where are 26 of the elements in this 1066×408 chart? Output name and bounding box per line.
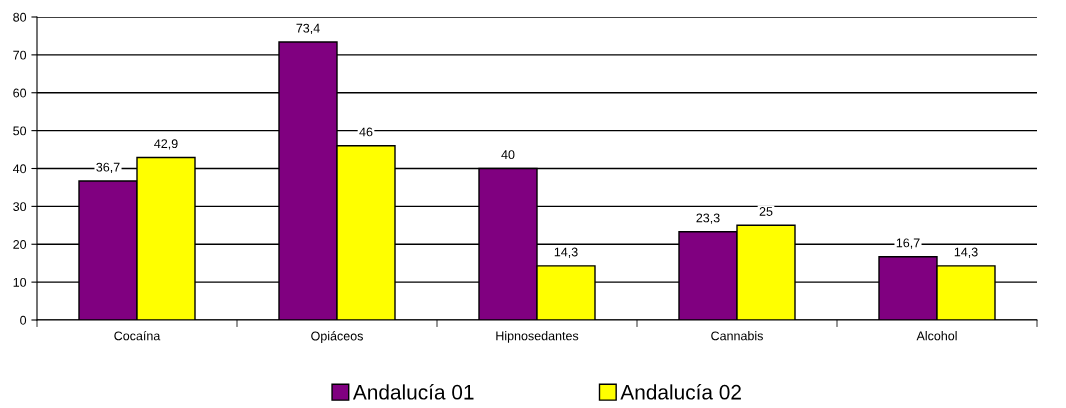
legend-label: Andalucía 02 [620,384,741,400]
y-tick-label: 50 [13,126,27,136]
data-label: 36,7 [96,162,120,174]
data-label: 16,7 [896,238,920,249]
y-tick-label: 80 [13,12,27,22]
data-label: 23,3 [696,213,720,224]
x-tick-label: Cocaína [114,330,161,341]
data-label: 25 [759,207,773,216]
y-tick-label: 0 [20,315,27,325]
y-tick-label: 60 [13,88,27,98]
y-tick-label: 70 [13,50,27,60]
data-label: 46 [359,127,373,137]
x-tick-label: Alcohol [916,331,957,341]
data-label: 14,3 [554,247,578,258]
legend-label: Andalucía 01 [352,384,474,400]
y-tick-label: 30 [13,202,27,212]
x-tick-label: Hipnosedantes [496,331,579,343]
x-tick-label: Cannabis [711,331,763,341]
data-label: 14,3 [954,247,978,258]
data-label: 40 [501,150,515,160]
x-tick-label: Opiáceos [311,331,363,343]
y-tick-label: 40 [12,164,27,174]
y-tick-label: 20 [13,240,27,249]
y-tick-label: 10 [13,277,27,287]
data-label: 73,4 [296,23,320,35]
data-label: 42,9 [154,139,178,150]
